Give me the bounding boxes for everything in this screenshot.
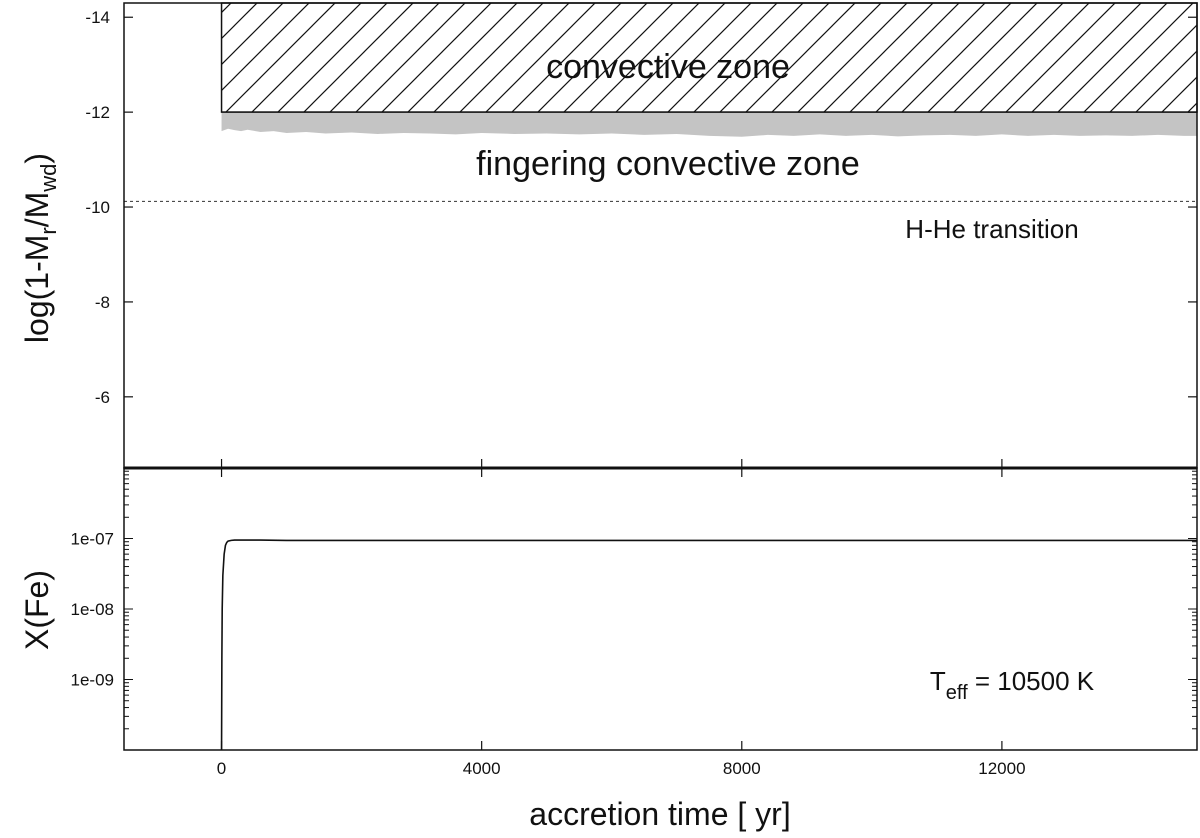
- x-tick-label: 8000: [723, 759, 761, 778]
- teff-annotation: Teff = 10500 K: [930, 666, 1095, 704]
- top-y-tick-label: -14: [85, 8, 110, 27]
- bottom-y-tick-label: 1e-09: [71, 671, 114, 690]
- top-panel-ticks: -14 -12 -10 -8 -6: [85, 8, 1197, 468]
- transition-label: H-He transition: [905, 214, 1078, 244]
- top-y-axis-title: log(1-Mr/Mwd): [19, 153, 61, 343]
- bottom-y-axis-title: X(Fe): [19, 570, 55, 650]
- top-y-tick-label: -8: [95, 293, 110, 312]
- top-y-tick-label: -12: [85, 103, 110, 122]
- bottom-panel-ticks: 1e-07 1e-08 1e-09 0 4000 8000 12000: [71, 468, 1197, 778]
- bottom-y-tick-label: 1e-07: [71, 530, 114, 549]
- top-panel-bands: [124, 2, 1198, 202]
- top-y-tick-label: -10: [85, 198, 110, 217]
- x-tick-label: 12000: [978, 759, 1025, 778]
- convective-zone-label: convective zone: [546, 48, 790, 86]
- bottom-panel-series: [220, 539, 1197, 751]
- top-panel: -14 -12 -10 -8 -6 convective zone fingering …: [19, 2, 1198, 470]
- convective-zone-band: [220, 2, 1198, 113]
- fingering-zone-band: [221, 112, 1197, 137]
- x-tick-label: 0: [217, 759, 226, 778]
- bottom-y-tick-label: 1e-08: [71, 600, 114, 619]
- fingering-zone-label: fingering convective zone: [476, 145, 860, 183]
- bottom-panel: 1e-07 1e-08 1e-09 0 4000 8000 12000 Teff = 105…: [19, 467, 1198, 832]
- bottom-panel-frame: [123, 467, 1198, 751]
- x-axis-title: accretion time [ yr]: [529, 796, 790, 832]
- top-y-tick-label: -6: [95, 388, 110, 407]
- x-tick-label: 4000: [463, 759, 501, 778]
- fe-abundance-line: [220, 539, 1197, 751]
